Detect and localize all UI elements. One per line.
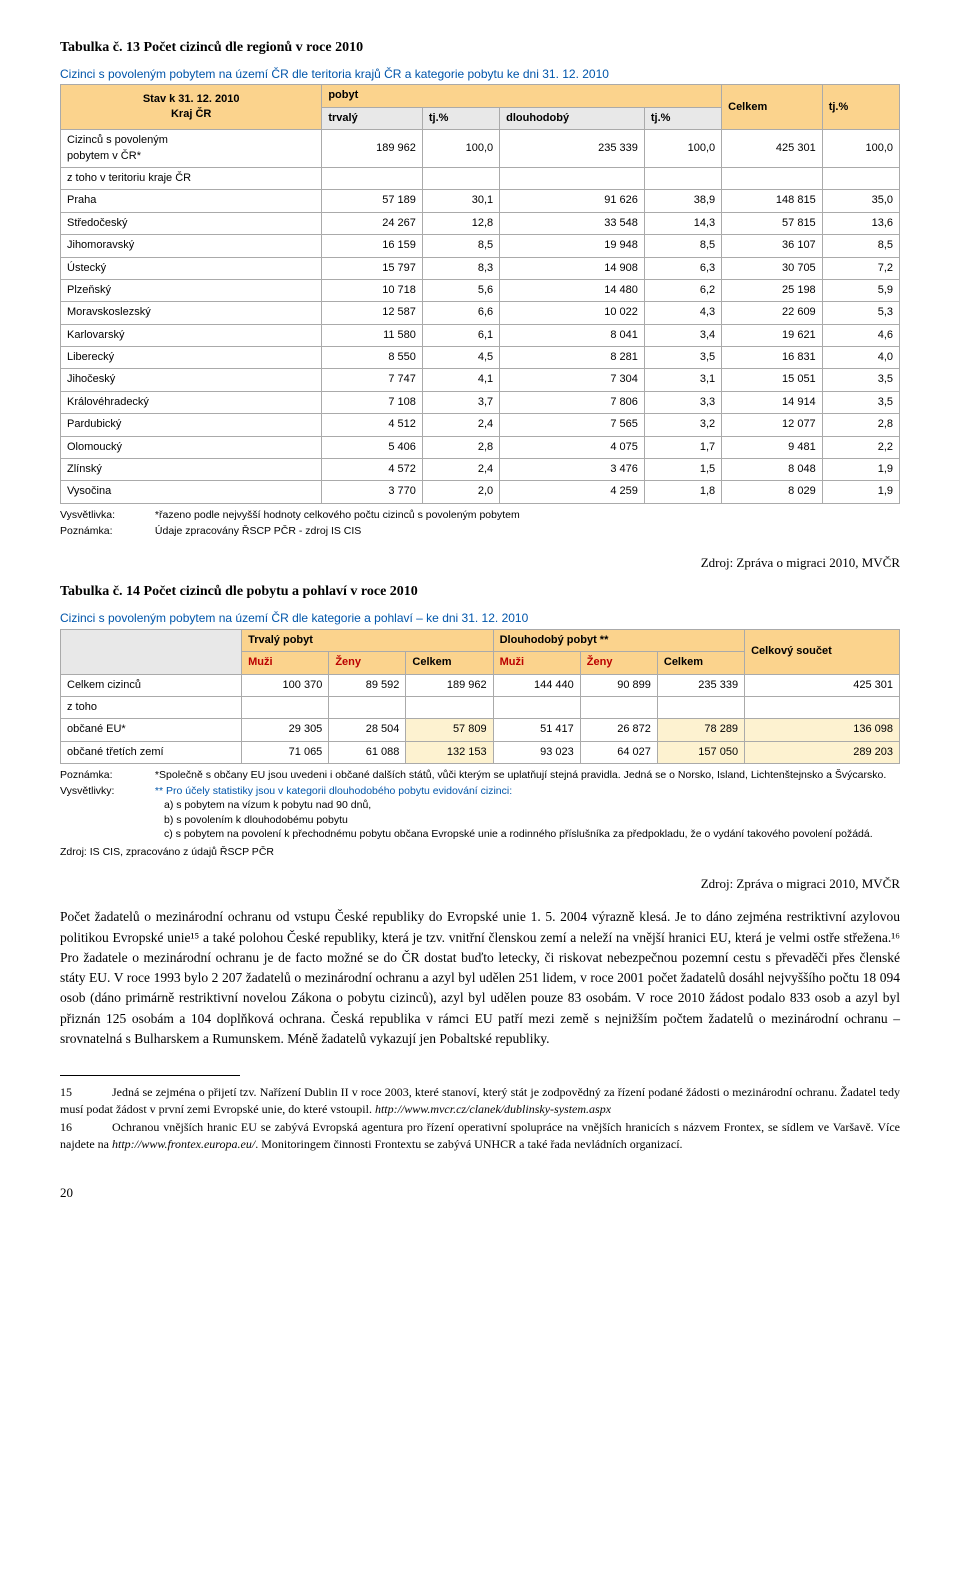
t1-note2-text: Údaje zpracovány ŘSCP PČR - zdroj IS CIS	[155, 525, 361, 537]
table-row: Královéhradecký7 1083,77 8063,314 9143,5	[61, 391, 900, 413]
table-row: Karlovarský11 5806,18 0413,419 6214,6	[61, 324, 900, 346]
h-tj1: tj.%	[422, 107, 499, 129]
table-row: Středočeský24 26712,833 54814,357 81513,…	[61, 212, 900, 234]
table-row: Plzeňský10 7185,614 4806,225 1985,9	[61, 279, 900, 301]
page-number: 20	[60, 1184, 900, 1202]
t1-note1-label: Vysvětlivka:	[60, 508, 152, 522]
table-row: Cizinců s povolenýmpobytem v ČR*189 9621…	[61, 130, 900, 168]
table1-title: Cizinci s povoleným pobytem na území ČR …	[60, 66, 900, 83]
table-row: Celkem cizinců100 37089 592189 962144 44…	[61, 674, 900, 696]
t2-h-celkem2: Celkem	[657, 652, 744, 674]
t2-list-c: c) s pobytem na povolení k přechodnému p…	[60, 827, 900, 841]
t2-h-zeny1: Ženy	[329, 652, 406, 674]
t2-h-muzi2: Muži	[493, 652, 580, 674]
table-row: Liberecký8 5504,58 2813,516 8314,0	[61, 347, 900, 369]
table-row: občané třetích zemí71 06561 088132 15393…	[61, 741, 900, 763]
t2-h-zeny2: Ženy	[580, 652, 657, 674]
t2-list-a: a) s pobytem na vízum k pobytu nad 90 dn…	[60, 798, 900, 812]
table-row: Ústecký15 7978,314 9086,330 7057,2	[61, 257, 900, 279]
t2-note2-label: Vysvětlivky:	[60, 784, 152, 798]
table-row: Jihočeský7 7474,17 3043,115 0513,5	[61, 369, 900, 391]
table-row: Moravskoslezský12 5876,610 0224,322 6095…	[61, 302, 900, 324]
h-trvaly: trvalý	[322, 107, 423, 129]
t2-note1-label: Poznámka:	[60, 768, 152, 782]
t2-note2-text: ** Pro účely statistiky jsou v kategorii…	[155, 784, 895, 798]
table-caption-13: Tabulka č. 13 Počet cizinců dle regionů …	[60, 38, 900, 58]
fn16-num: 16	[60, 1119, 112, 1136]
t2-h-celk: Celkový součet	[745, 629, 900, 674]
t2-note1-text: *Společně s občany EU jsou uvedeni i obč…	[155, 768, 895, 782]
h-tj2: tj.%	[644, 107, 721, 129]
t2-h-celkem1: Celkem	[406, 652, 493, 674]
table-14: Trvalý pobyt Dlouhodobý pobyt ** Celkový…	[60, 629, 900, 764]
t2-src: Zdroj: IS CIS, zpracováno z údajů ŘSCP P…	[60, 845, 900, 859]
t2-h-muzi1: Muži	[242, 652, 329, 674]
h-stav: Stav k 31. 12. 2010	[143, 93, 240, 105]
footnote-separator	[60, 1075, 240, 1076]
table-row: Vysočina3 7702,04 2591,88 0291,9	[61, 481, 900, 503]
table-row: z toho v teritoriu kraje ČR	[61, 167, 900, 189]
h-dlouh: dlouhodobý	[500, 107, 645, 129]
h-pobyt: pobyt	[322, 85, 722, 107]
table-row: Pardubický4 5122,47 5653,212 0772,8	[61, 414, 900, 436]
table-row: Jihomoravský16 1598,519 9488,536 1078,5	[61, 235, 900, 257]
source-1: Zdroj: Zpráva o migraci 2010, MVČR	[60, 554, 900, 572]
fn15-num: 15	[60, 1084, 112, 1101]
h-kraj: Kraj ČR	[171, 108, 211, 120]
table-row: Zlínský4 5722,43 4761,58 0481,9	[61, 459, 900, 481]
t1-note2-label: Poznámka:	[60, 524, 152, 538]
t2-h-dlouh: Dlouhodobý pobyt **	[493, 629, 744, 651]
t1-note1-text: *řazeno podle nejvyšší hodnoty celkového…	[155, 509, 520, 521]
body-paragraph: Počet žadatelů o mezinárodní ochranu od …	[60, 907, 900, 1049]
fn16-tail: . Monitoringem činnosti Frontextu se zab…	[255, 1137, 682, 1151]
table-row: z toho	[61, 696, 900, 718]
table-13: Stav k 31. 12. 2010 Kraj ČR pobyt Celkem…	[60, 84, 900, 503]
fn15-url: http://www.mvcr.cz/clanek/dublinsky-syst…	[375, 1102, 611, 1116]
footnote-16: 16Ochranou vnějších hranic EU se zabývá …	[60, 1119, 900, 1154]
source-2: Zdroj: Zpráva o migraci 2010, MVČR	[60, 875, 900, 893]
table-caption-14: Tabulka č. 14 Počet cizinců dle pobytu a…	[60, 582, 900, 602]
table-row: Olomoucký5 4062,84 0751,79 4812,2	[61, 436, 900, 458]
t2-list-b: b) s povolením k dlouhodobému pobytu	[60, 813, 900, 827]
t2-h-trvaly: Trvalý pobyt	[242, 629, 493, 651]
table2-title: Cizinci s povoleným pobytem na území ČR …	[60, 610, 900, 627]
footnote-15: 15Jedná se zejména o přijetí tzv. Naříze…	[60, 1084, 900, 1119]
h-celkem: Celkem	[722, 85, 823, 130]
fn16-url: http://www.frontex.europa.eu/	[112, 1137, 255, 1151]
table-row: občané EU*29 30528 50457 80951 41726 872…	[61, 719, 900, 741]
table-row: Praha57 18930,191 62638,9148 81535,0	[61, 190, 900, 212]
h-tj3: tj.%	[822, 85, 899, 130]
